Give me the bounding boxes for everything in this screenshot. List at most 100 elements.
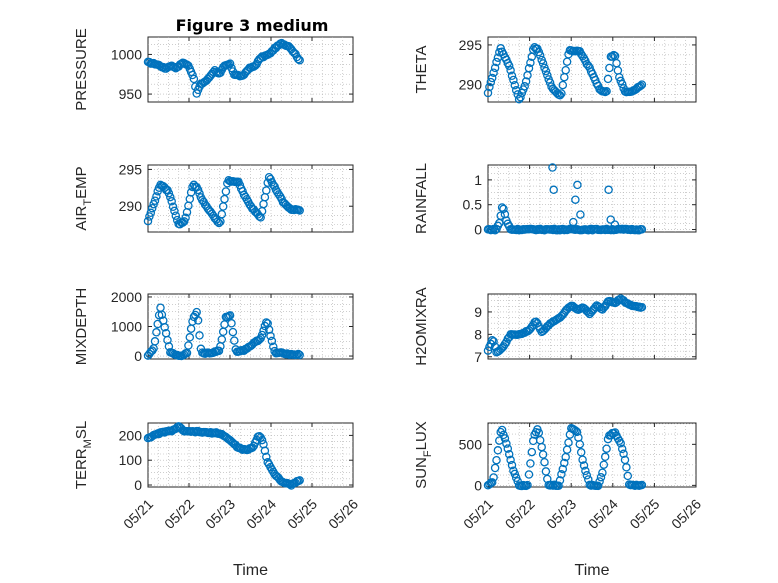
data-point (150, 337, 160, 346)
data-point (295, 206, 304, 215)
x-tick-label: 05/23 (543, 496, 579, 532)
y-axis-label: PRESSURE (73, 28, 90, 111)
data-point (184, 341, 193, 350)
data-point (578, 52, 587, 61)
data-point (266, 331, 275, 341)
data-point (527, 447, 537, 457)
data-point (192, 307, 201, 317)
data-point (523, 480, 532, 490)
data-point (490, 463, 500, 473)
data-point (164, 188, 174, 198)
x-tick-label: 05/25 (626, 496, 662, 532)
data-point (217, 209, 227, 219)
x-tick-label: 05/21 (460, 496, 496, 532)
x-tick-label: 05/25 (284, 496, 320, 532)
data-point (558, 464, 568, 474)
data-point (513, 477, 522, 486)
data-point (513, 90, 522, 99)
data-point (230, 336, 239, 345)
data-point (152, 328, 161, 337)
data-point (541, 323, 551, 333)
x-tick-label: 05/22 (161, 496, 197, 532)
data-point (615, 295, 624, 305)
data-point (483, 481, 493, 490)
data-point (147, 346, 157, 355)
data-point (516, 92, 525, 102)
y-tick-label: 2000 (111, 289, 142, 305)
subplot-sun-flux: 0 500 05/21 05/22 05/23 05/24 05/25 05/26 Time SU… (413, 421, 704, 579)
data-point (598, 468, 607, 477)
y-tick-label: 1 (474, 172, 482, 188)
subplot-h2omixra: 7 8 9 H2OMIXRA (413, 287, 697, 366)
data-point (150, 196, 160, 205)
y-tick-label: 0 (474, 477, 482, 493)
data-point (571, 195, 580, 204)
data-point (610, 220, 620, 229)
data-point (538, 59, 548, 68)
data-point (575, 439, 585, 449)
data-point (521, 77, 531, 86)
data-point (606, 215, 615, 224)
data-point (599, 460, 609, 469)
data-point (295, 55, 304, 65)
data-point (623, 471, 633, 481)
data-point (152, 192, 161, 201)
data-point (294, 349, 303, 359)
data-point (602, 87, 611, 96)
data-point (496, 211, 505, 220)
data-point (274, 190, 284, 199)
data-point (217, 335, 227, 344)
y-tick-label: 100 (119, 452, 143, 468)
data-point (483, 88, 493, 98)
data-point (262, 318, 271, 327)
data-point (193, 316, 203, 325)
data-point (267, 336, 277, 346)
data-point (257, 435, 267, 445)
data-point (579, 461, 589, 470)
data-point (593, 481, 603, 491)
data-point (295, 476, 304, 485)
data-point (486, 77, 496, 87)
data-point (253, 336, 263, 346)
y-tick-label: 7 (474, 349, 482, 365)
y-axis-label: THETA (413, 45, 430, 93)
data-point (257, 330, 267, 340)
data-point (189, 180, 199, 190)
data-point (492, 455, 501, 465)
data-point (188, 70, 197, 80)
data-point (555, 91, 565, 100)
data-point (288, 46, 297, 56)
x-tick-label: 05/22 (502, 496, 538, 532)
data-point (526, 459, 535, 468)
data-point (492, 57, 501, 67)
data-point (146, 208, 156, 218)
data-point (227, 319, 236, 328)
data-point (576, 49, 586, 59)
data-point (560, 458, 569, 468)
data-point (500, 434, 510, 443)
data-point (507, 460, 517, 470)
data-point (198, 195, 207, 205)
data-point (256, 213, 265, 222)
data-point (569, 217, 578, 227)
data-point (535, 51, 545, 60)
data-point (206, 207, 215, 216)
data-point (571, 426, 580, 435)
y-axis-label: AIRTEMP (73, 166, 94, 230)
y-tick-label: 1000 (111, 319, 142, 335)
data-point (504, 449, 514, 459)
y-axis-label: SUNFLUX (413, 421, 434, 489)
data-point (213, 217, 222, 226)
data-point (214, 218, 224, 228)
data-point (185, 333, 195, 342)
data-point (603, 74, 613, 84)
y-tick-label: 290 (119, 198, 143, 214)
subplot-pressure: 950 1000 PRESSURE (73, 28, 354, 111)
x-tick-label: 05/24 (243, 496, 279, 532)
data-point (510, 80, 520, 90)
data-point (225, 59, 235, 68)
data-point (558, 80, 568, 90)
data-point (578, 455, 587, 464)
